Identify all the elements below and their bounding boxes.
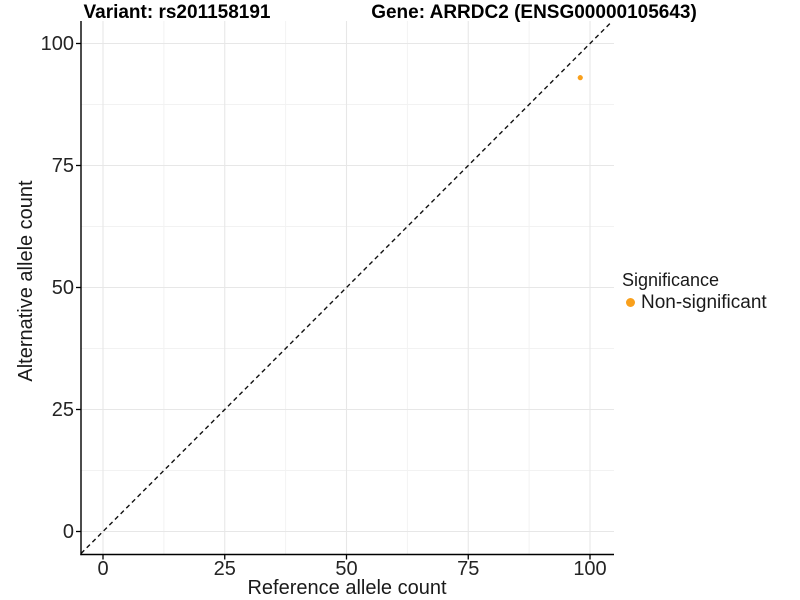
- x-tick-label: 50: [335, 558, 358, 580]
- x-tick-label: 25: [213, 558, 236, 580]
- legend-point-icon: [626, 297, 635, 307]
- legend-item: Non-significant: [621, 291, 767, 313]
- plot-title-variant: Variant: rs201158191: [83, 2, 271, 23]
- x-tick-label: 0: [97, 558, 109, 580]
- y-tick-label: 50: [51, 276, 74, 299]
- y-tick-label: 25: [51, 398, 74, 421]
- legend-key: [621, 293, 640, 311]
- y-tick-label: 0: [62, 520, 74, 543]
- identity-dashed-line: [81, 21, 613, 554]
- y-tick-label: 75: [51, 154, 74, 177]
- x-tick-label: 100: [573, 558, 607, 580]
- plot-title-gene: Gene: ARRDC2 (ENSG00000105643): [371, 2, 697, 23]
- legend-item-label: Non-significant: [641, 291, 767, 313]
- data-point: [577, 75, 583, 81]
- x-tick-label: 75: [457, 558, 480, 580]
- y-tick-label: 100: [40, 32, 74, 55]
- legend-title: Significance: [622, 270, 720, 290]
- x-axis-title: Reference allele count: [247, 577, 447, 599]
- legend: Significance Non-significant: [621, 270, 767, 313]
